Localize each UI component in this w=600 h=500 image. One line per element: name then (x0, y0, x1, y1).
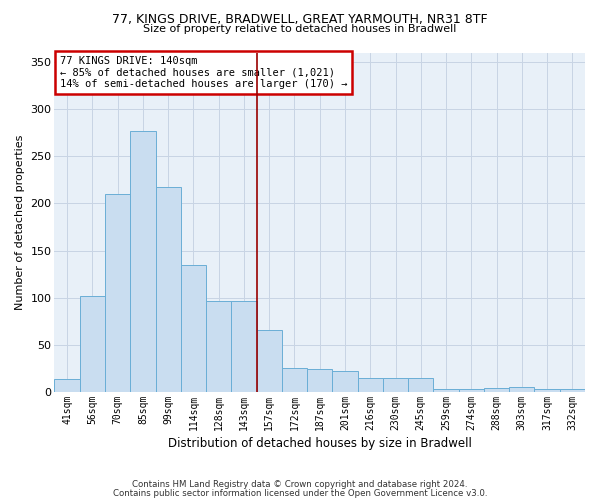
X-axis label: Distribution of detached houses by size in Bradwell: Distribution of detached houses by size … (168, 437, 472, 450)
Bar (232, 302, 257, 392)
Bar (105, 194, 130, 392)
Bar (181, 264, 206, 392)
Text: Size of property relative to detached houses in Bradwell: Size of property relative to detached ho… (143, 24, 457, 34)
Bar (383, 378, 408, 392)
Text: Contains public sector information licensed under the Open Government Licence v3: Contains public sector information licen… (113, 489, 487, 498)
Bar (458, 389, 484, 392)
Bar (206, 302, 232, 392)
Bar (332, 372, 358, 392)
Bar (130, 131, 155, 392)
Bar (257, 330, 282, 392)
Bar (155, 188, 181, 392)
Bar (484, 388, 509, 392)
Text: 77, KINGS DRIVE, BRADWELL, GREAT YARMOUTH, NR31 8TF: 77, KINGS DRIVE, BRADWELL, GREAT YARMOUT… (112, 12, 488, 26)
Bar (55, 379, 80, 392)
Bar (408, 378, 433, 392)
Text: 77 KINGS DRIVE: 140sqm
← 85% of detached houses are smaller (1,021)
14% of semi-: 77 KINGS DRIVE: 140sqm ← 85% of detached… (60, 56, 347, 89)
Bar (560, 389, 585, 392)
Bar (535, 389, 560, 392)
Text: Contains HM Land Registry data © Crown copyright and database right 2024.: Contains HM Land Registry data © Crown c… (132, 480, 468, 489)
Bar (358, 378, 383, 392)
Bar (509, 388, 535, 392)
Bar (307, 370, 332, 392)
Bar (433, 389, 458, 392)
Bar (282, 368, 307, 392)
Bar (80, 296, 105, 392)
Y-axis label: Number of detached properties: Number of detached properties (15, 134, 25, 310)
